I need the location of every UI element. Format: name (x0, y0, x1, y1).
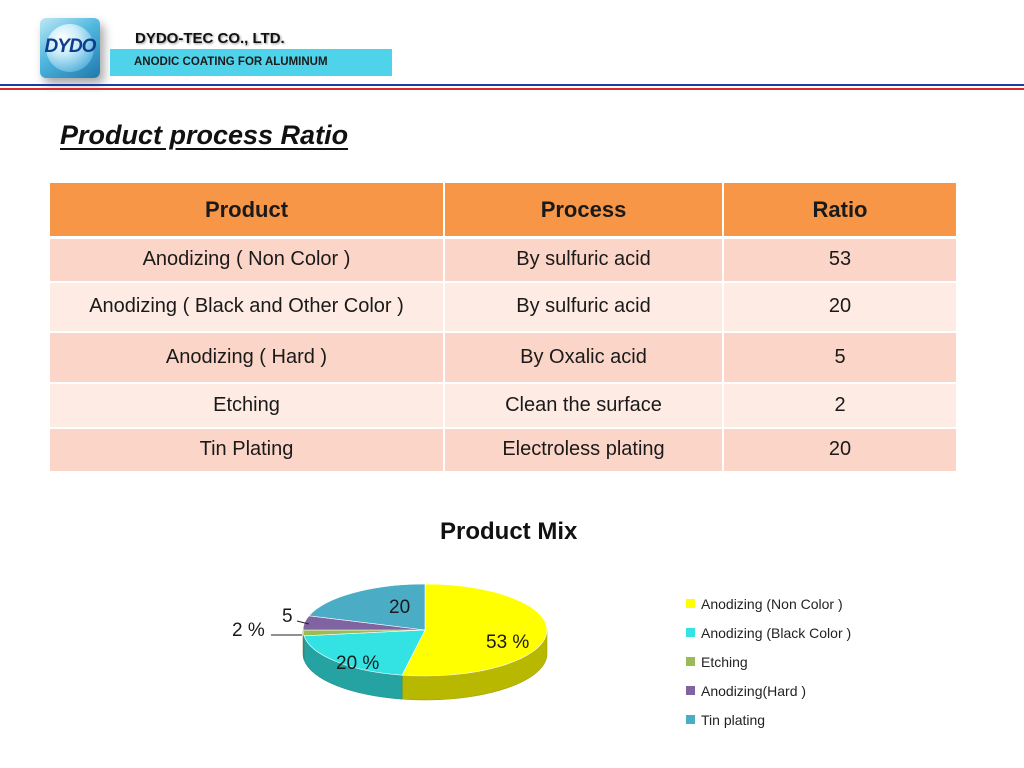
company-logo: DYDO (40, 18, 100, 78)
chart-title: Product Mix (440, 518, 578, 545)
data-label: 20 (389, 597, 410, 618)
table-row: Anodizing ( Hard ) By Oxalic acid 5 (50, 331, 956, 384)
legend-label: Etching (701, 653, 748, 670)
legend-item: Tin plating (686, 705, 851, 734)
pie-slice-2 (303, 629, 426, 676)
logo-text: DYDO (44, 36, 97, 57)
process-ratio-table: Product Process Ratio Anodizing ( Non Co… (50, 183, 956, 473)
ratio-cell: 20 (723, 427, 956, 473)
company-tagline: ANODIC COATING FOR ALUMINUM (110, 49, 392, 76)
table-row: Tin Plating Electroless plating 20 (50, 427, 956, 473)
page-title: Product process Ratio (60, 120, 349, 150)
legend-swatch (686, 599, 695, 608)
legend-swatch (686, 686, 695, 695)
legend-label: Anodizing (Non Color ) (701, 595, 843, 612)
product-cell: Anodizing ( Non Color ) (50, 237, 445, 283)
table-row: Etching Clean the surface 2 (50, 382, 956, 429)
header-rule-blue (0, 84, 1024, 86)
ratio-cell: 5 (723, 331, 956, 384)
legend-item: Anodizing(Hard ) (686, 676, 851, 705)
pie-slice-1 (401, 583, 548, 677)
chart-legend: Anodizing (Non Color ) Anodizing (Black C… (686, 589, 851, 734)
legend-item: Anodizing (Black Color ) (686, 618, 851, 647)
label-leader-line (296, 620, 310, 625)
header-rule-red (0, 88, 1024, 90)
legend-label: Anodizing(Hard ) (701, 682, 807, 699)
ratio-cell: 20 (723, 281, 956, 333)
data-label: 5 (282, 606, 293, 627)
legend-swatch (686, 657, 695, 666)
pie-slice-5 (308, 583, 426, 631)
process-cell: Clean the surface (444, 382, 724, 429)
ratio-cell: 2 (723, 382, 956, 429)
legend-item: Anodizing (Non Color ) (686, 589, 851, 618)
legend-swatch (686, 715, 695, 724)
column-header-process: Process (444, 183, 724, 239)
pie-top (302, 583, 548, 677)
process-cell: By Oxalic acid (444, 331, 724, 384)
logo-orb (46, 24, 94, 72)
process-cell: Electroless plating (444, 427, 724, 473)
legend-label: Anodizing (Black Color ) (701, 624, 852, 641)
data-label: 53 % (486, 632, 529, 653)
product-cell: Etching (50, 382, 445, 429)
table-row: Anodizing ( Black and Other Color ) By s… (50, 281, 956, 333)
data-label: 20 % (336, 653, 379, 674)
column-header-ratio: Ratio (723, 183, 956, 239)
column-header-product: Product (50, 183, 445, 239)
table-row: Anodizing ( Non Color ) By sulfuric acid… (50, 237, 956, 283)
process-cell: By sulfuric acid (444, 237, 724, 283)
data-label: 2 % (232, 620, 265, 641)
product-cell: Tin Plating (50, 427, 445, 473)
product-cell: Anodizing ( Black and Other Color ) (50, 281, 445, 333)
table-header-row: Product Process Ratio (50, 183, 956, 239)
legend-swatch (686, 628, 695, 637)
ratio-cell: 53 (723, 237, 956, 283)
product-cell: Anodizing ( Hard ) (50, 331, 445, 384)
legend-label: Tin plating (701, 711, 766, 728)
legend-item: Etching (686, 647, 851, 676)
company-name: DYDO-TEC CO., LTD. (135, 30, 285, 47)
pie-data-labels: 53 % 20 % 2 % 5 20 (232, 597, 529, 674)
process-cell: By sulfuric acid (444, 281, 724, 333)
